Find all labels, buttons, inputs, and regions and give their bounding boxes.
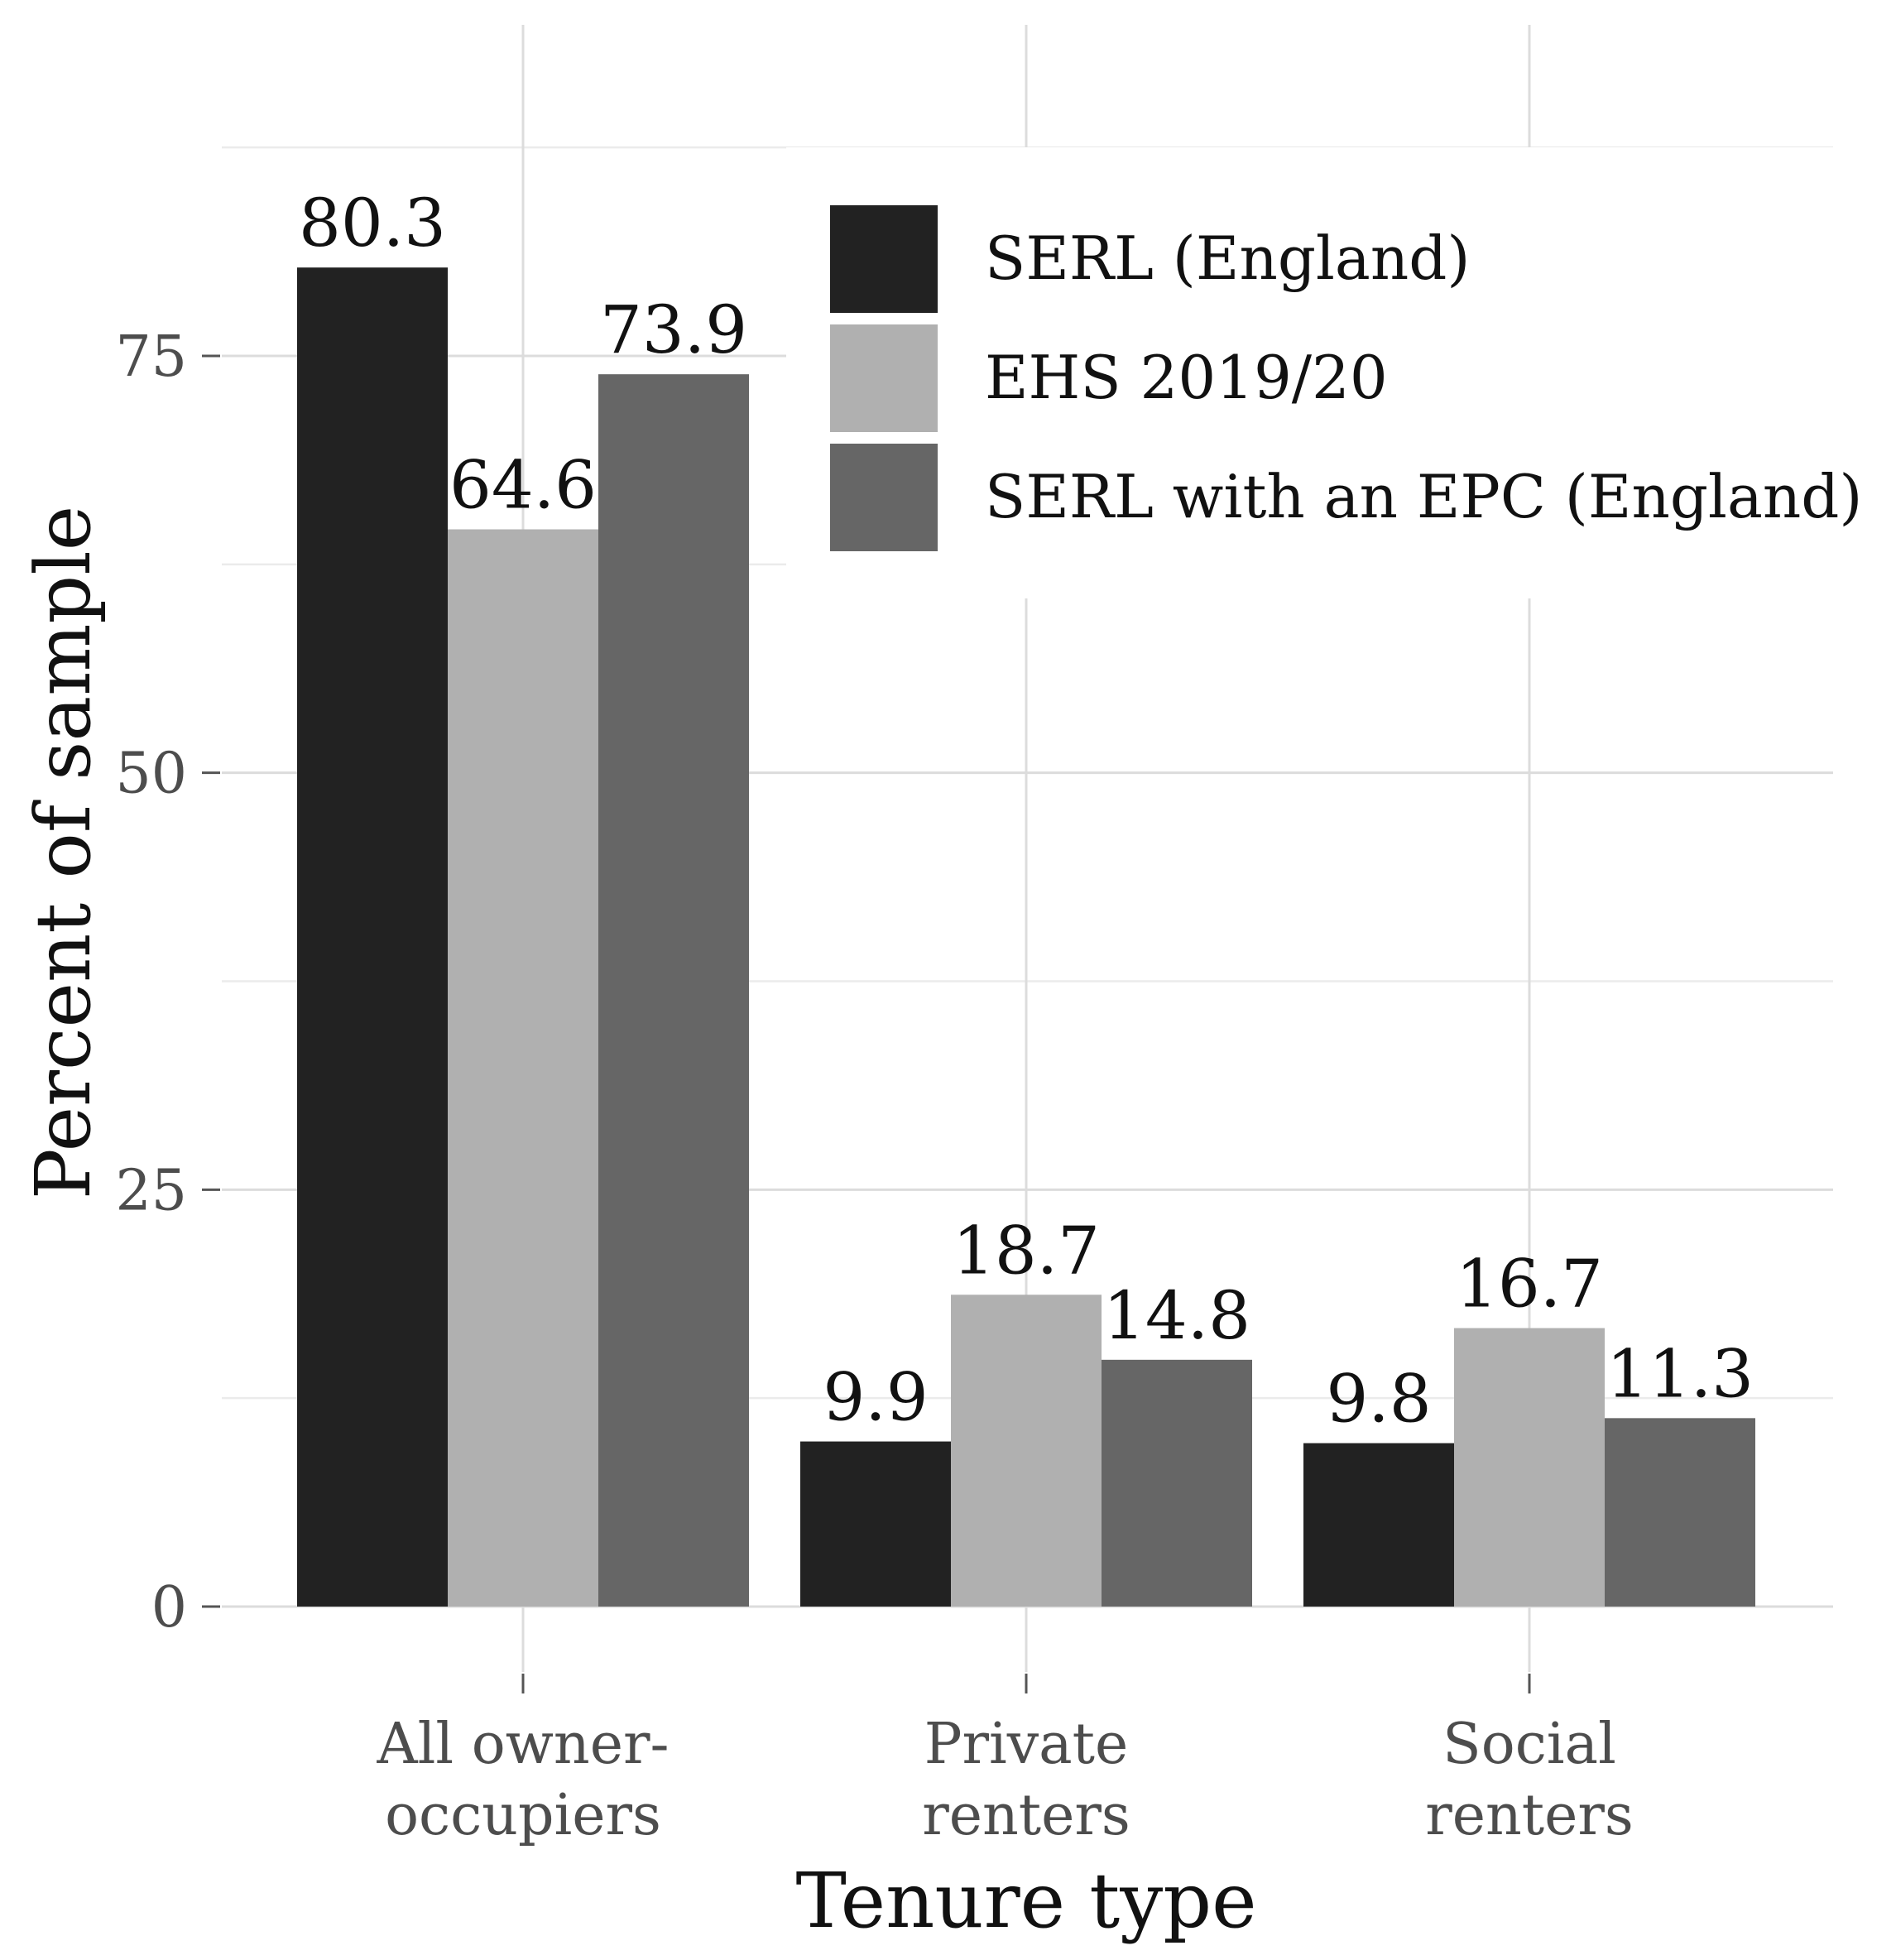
legend-label: EHS 2019/20	[985, 343, 1388, 412]
legend-swatch	[830, 324, 938, 432]
bar	[598, 374, 749, 1607]
bar-value-label: 80.3	[299, 185, 446, 262]
x-axis-title: Tenure type	[795, 1857, 1256, 1945]
bar	[1303, 1443, 1454, 1607]
legend-swatch	[830, 205, 938, 313]
y-tick-label: 25	[115, 1158, 187, 1223]
x-tick-label: Social renters	[1425, 1712, 1634, 1848]
y-axis: 0 25 50 75	[115, 324, 220, 1641]
bar-value-label: 73.9	[600, 291, 747, 368]
legend-label: SERL (England)	[985, 223, 1470, 293]
y-tick-label: 0	[151, 1575, 187, 1641]
x-tick-label-line: occupiers	[385, 1783, 661, 1848]
bar	[297, 267, 448, 1607]
bar	[1102, 1359, 1252, 1607]
x-tick-label-line: All owner-	[377, 1712, 670, 1777]
x-tick-label-line: renters	[1425, 1783, 1634, 1848]
legend-swatch	[830, 444, 938, 551]
x-tick-label: Private renters	[922, 1712, 1130, 1848]
bar-value-label: 14.8	[1103, 1277, 1250, 1354]
y-tick-label: 50	[115, 742, 187, 807]
bar-value-label: 16.7	[1456, 1246, 1603, 1323]
x-tick-label: All owner-occupiers	[377, 1712, 670, 1848]
bar	[448, 529, 598, 1607]
bar-value-label: 11.3	[1606, 1335, 1754, 1412]
x-tick-label-line: renters	[922, 1783, 1130, 1848]
bar	[951, 1295, 1102, 1607]
bar-value-label: 64.6	[449, 447, 597, 524]
bar-value-label: 18.7	[953, 1212, 1100, 1289]
legend: SERL (England) EHS 2019/20 SERL with an EP…	[830, 205, 1862, 551]
y-tick-label: 75	[115, 324, 187, 390]
bar-value-label: 9.9	[823, 1359, 928, 1436]
bar	[1454, 1328, 1605, 1607]
x-tick-label-line: Social	[1442, 1712, 1616, 1777]
y-axis-title: Percent of sample	[19, 506, 108, 1199]
legend-label: SERL with an EPC (England)	[985, 462, 1862, 531]
bar	[1605, 1418, 1755, 1607]
bar-value-label: 9.8	[1326, 1361, 1431, 1438]
bar	[800, 1441, 951, 1607]
bars	[297, 267, 1755, 1607]
value-labels: 80.3 9.9 9.8 64.6 18.7 16.7 73.9 14.8 11.3	[299, 185, 1754, 1437]
legend-background	[786, 147, 1862, 598]
x-tick-label-line: Private	[924, 1712, 1129, 1777]
